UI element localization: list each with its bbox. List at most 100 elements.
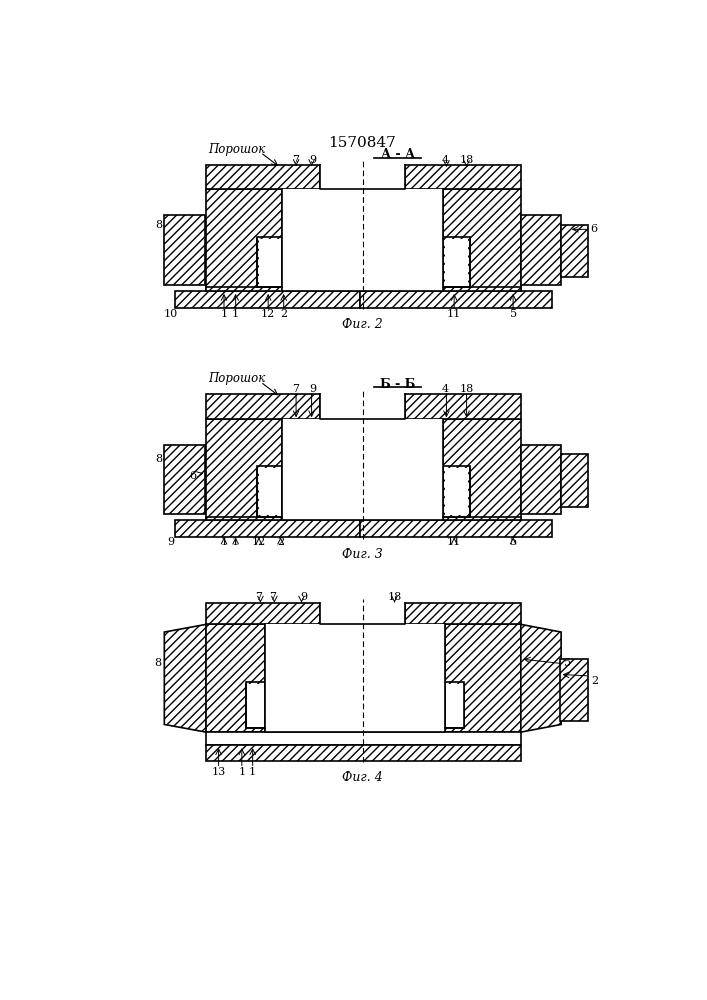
- Bar: [445, 682, 464, 728]
- Text: Фиг. 4: Фиг. 4: [342, 771, 383, 784]
- Text: 5: 5: [510, 537, 517, 547]
- Bar: [206, 624, 265, 732]
- Text: 6: 6: [189, 471, 197, 481]
- Bar: [206, 394, 320, 419]
- Bar: [257, 466, 282, 517]
- Bar: [257, 466, 282, 517]
- Text: 2: 2: [277, 537, 284, 547]
- Bar: [405, 165, 521, 189]
- Text: 7: 7: [255, 592, 262, 602]
- Text: 8: 8: [155, 220, 162, 230]
- Bar: [164, 215, 204, 285]
- Bar: [246, 682, 265, 728]
- Polygon shape: [521, 624, 561, 732]
- Text: 18: 18: [460, 384, 474, 394]
- Text: Порошок: Порошок: [209, 143, 266, 156]
- Bar: [175, 520, 360, 537]
- Bar: [206, 165, 320, 189]
- Text: 1: 1: [249, 767, 256, 777]
- Text: 5: 5: [564, 658, 571, 668]
- Bar: [206, 745, 521, 761]
- Text: 8: 8: [154, 658, 161, 668]
- Bar: [561, 454, 588, 507]
- Text: 1: 1: [221, 309, 228, 319]
- Bar: [247, 684, 264, 727]
- Text: 18: 18: [387, 592, 402, 602]
- Text: 13: 13: [211, 767, 226, 777]
- Bar: [360, 520, 552, 537]
- Text: 11: 11: [447, 309, 461, 319]
- Bar: [405, 603, 521, 624]
- Text: 4: 4: [441, 384, 448, 394]
- Bar: [282, 189, 443, 291]
- Bar: [246, 682, 265, 728]
- Bar: [265, 624, 445, 732]
- Bar: [206, 745, 521, 761]
- Bar: [445, 468, 468, 515]
- Bar: [445, 239, 468, 286]
- Text: Порошок: Порошок: [209, 372, 266, 385]
- Bar: [206, 419, 282, 520]
- Bar: [259, 468, 281, 515]
- Bar: [405, 603, 521, 624]
- Text: 9: 9: [300, 592, 308, 602]
- Bar: [206, 394, 320, 419]
- Text: 1: 1: [232, 309, 239, 319]
- Text: 5: 5: [510, 309, 517, 319]
- Text: 1: 1: [238, 767, 245, 777]
- Text: А - А: А - А: [380, 148, 415, 161]
- Bar: [559, 659, 588, 721]
- Bar: [206, 624, 265, 732]
- Bar: [206, 517, 282, 520]
- Text: 2: 2: [591, 676, 598, 686]
- Bar: [443, 419, 521, 520]
- Bar: [360, 291, 552, 308]
- Bar: [405, 394, 521, 419]
- Bar: [443, 466, 469, 517]
- Bar: [405, 394, 521, 419]
- Bar: [206, 189, 282, 291]
- Bar: [320, 394, 405, 419]
- Text: Фиг. 3: Фиг. 3: [342, 548, 383, 561]
- Bar: [175, 291, 360, 308]
- Polygon shape: [164, 624, 206, 732]
- Bar: [521, 445, 561, 514]
- Bar: [206, 603, 320, 624]
- Bar: [443, 287, 521, 291]
- Bar: [257, 237, 282, 287]
- Bar: [405, 165, 521, 189]
- Bar: [521, 215, 561, 285]
- Bar: [443, 419, 521, 520]
- Text: 12: 12: [252, 537, 266, 547]
- Bar: [443, 189, 521, 291]
- Text: 9: 9: [310, 384, 317, 394]
- Bar: [561, 454, 588, 507]
- Text: 8: 8: [155, 454, 162, 464]
- Bar: [206, 165, 320, 189]
- Bar: [320, 165, 405, 189]
- Text: 1: 1: [221, 537, 228, 547]
- Text: 7: 7: [293, 384, 300, 394]
- Bar: [175, 520, 360, 537]
- Text: 9: 9: [310, 155, 317, 165]
- Bar: [445, 624, 521, 732]
- Text: 1: 1: [232, 537, 239, 547]
- Text: Б - Б: Б - Б: [380, 378, 415, 391]
- Text: 7: 7: [269, 592, 276, 602]
- Bar: [206, 732, 521, 745]
- Bar: [521, 445, 561, 514]
- Bar: [164, 445, 204, 514]
- Bar: [360, 520, 552, 537]
- Bar: [164, 445, 204, 514]
- Bar: [443, 466, 469, 517]
- Bar: [446, 684, 464, 727]
- Bar: [282, 419, 443, 520]
- Text: 6: 6: [590, 224, 597, 234]
- Text: 18: 18: [460, 155, 474, 165]
- Bar: [320, 603, 405, 624]
- Bar: [206, 419, 282, 520]
- Bar: [259, 239, 281, 286]
- Bar: [282, 287, 443, 291]
- Text: 10: 10: [163, 309, 177, 319]
- Bar: [443, 237, 469, 287]
